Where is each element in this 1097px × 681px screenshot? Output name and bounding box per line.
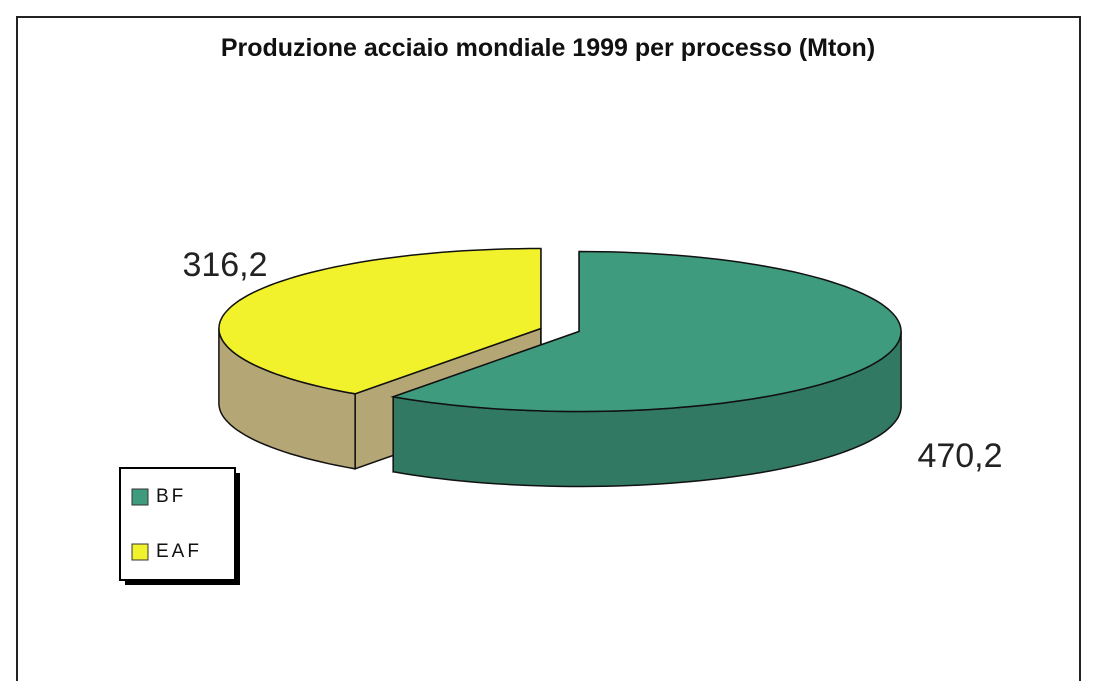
legend-swatch bbox=[131, 543, 149, 561]
chart-title: Produzione acciaio mondiale 1999 per pro… bbox=[221, 34, 875, 62]
legend-label: EAF bbox=[156, 541, 202, 562]
legend-items: BF EAF bbox=[131, 486, 202, 562]
slice-top bbox=[218, 247, 542, 395]
legend bbox=[119, 467, 236, 581]
value-label: 470,2 bbox=[917, 437, 1002, 475]
frame bbox=[16, 16, 1081, 681]
value-label: 316,2 bbox=[182, 246, 267, 284]
slice-top bbox=[390, 250, 902, 413]
pie: 316,2 470,2 bbox=[182, 246, 1003, 488]
legend-label: BF bbox=[156, 486, 186, 507]
legend-swatch bbox=[131, 488, 149, 506]
